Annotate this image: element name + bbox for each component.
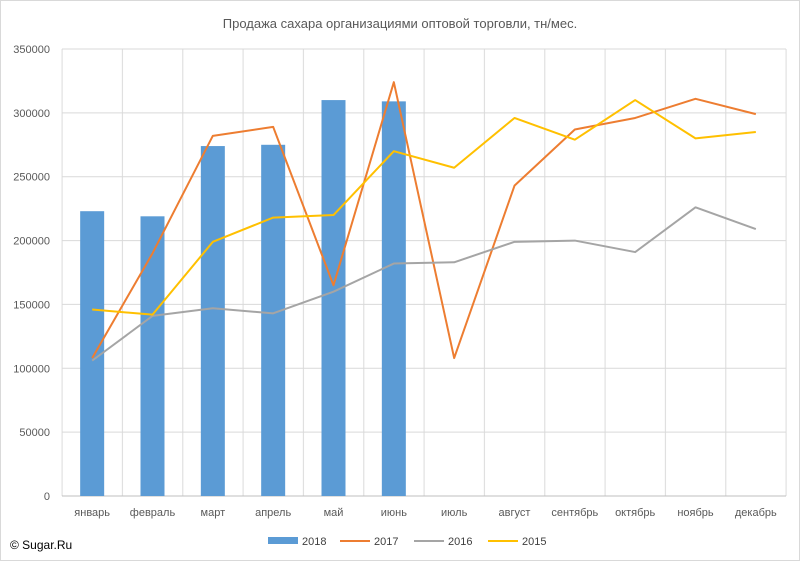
x-tick-label: август — [499, 507, 531, 519]
vertical-gridline — [121, 49, 124, 496]
line-series — [91, 81, 757, 362]
legend-label: 2016 — [448, 536, 472, 548]
y-tick-label: 50000 — [19, 427, 50, 439]
legend: 2018 2017 2016 2015 — [268, 536, 546, 548]
legend-swatch — [268, 537, 298, 544]
vertical-gridline — [544, 49, 546, 496]
bar-series — [80, 100, 406, 497]
line-2017 — [91, 81, 757, 360]
chart-title: Продажа сахара организациями оптовой тор… — [222, 16, 578, 31]
grid-layer — [61, 48, 787, 497]
x-tick-label: май — [324, 507, 344, 519]
x-axis: январь февраль март апрель май июнь июль август… — [74, 507, 777, 519]
legend-label: 2015 — [522, 536, 546, 548]
x-tick-label: октябрь — [615, 507, 655, 519]
x-tick-label: январь — [74, 507, 110, 519]
y-tick-label: 100000 — [13, 363, 50, 375]
vertical-gridline — [664, 49, 667, 496]
line-2016 — [91, 206, 757, 362]
x-tick-label: март — [201, 507, 226, 519]
x-tick-label: сентябрь — [551, 507, 598, 519]
copyright-text: © Sugar.Ru — [10, 538, 73, 552]
vertical-gridline — [423, 49, 425, 496]
x-tick-label: декабрь — [735, 507, 777, 519]
y-tick-label: 0 — [44, 491, 50, 503]
legend-item-2016: 2016 — [414, 536, 472, 548]
legend-label: 2018 — [302, 536, 326, 548]
x-tick-label: февраль — [130, 507, 176, 519]
vertical-gridline — [785, 49, 787, 496]
vertical-gridline — [363, 49, 365, 496]
x-tick-label: апрель — [255, 507, 291, 519]
x-tick-label: июль — [441, 507, 468, 519]
bar-2018 — [261, 144, 286, 497]
y-tick-label: 150000 — [13, 299, 50, 311]
legend-item-2015: 2015 — [488, 536, 546, 548]
vertical-gridline — [242, 49, 244, 496]
x-tick-label: ноябрь — [677, 507, 714, 519]
vertical-gridline — [725, 49, 727, 496]
y-tick-label: 350000 — [13, 44, 50, 56]
legend-item-2017: 2017 — [340, 536, 398, 548]
y-tick-label: 300000 — [13, 108, 50, 120]
x-tick-label: июнь — [381, 507, 407, 519]
vertical-gridline — [302, 49, 305, 496]
vertical-gridline — [604, 49, 606, 496]
legend-item-2018: 2018 — [268, 536, 326, 548]
y-tick-label: 200000 — [13, 236, 50, 248]
vertical-gridline — [61, 49, 63, 496]
bar-2018 — [321, 100, 346, 496]
bar-2018 — [381, 101, 406, 496]
bar-2018 — [200, 146, 225, 496]
vertical-gridline — [182, 49, 184, 496]
legend-label: 2017 — [374, 536, 398, 548]
bar-2018 — [140, 216, 165, 496]
y-tick-label: 250000 — [13, 172, 50, 184]
y-axis: 0 50000 100000 150000 200000 250000 300000 3500… — [13, 44, 786, 503]
line-2015 — [92, 99, 756, 316]
